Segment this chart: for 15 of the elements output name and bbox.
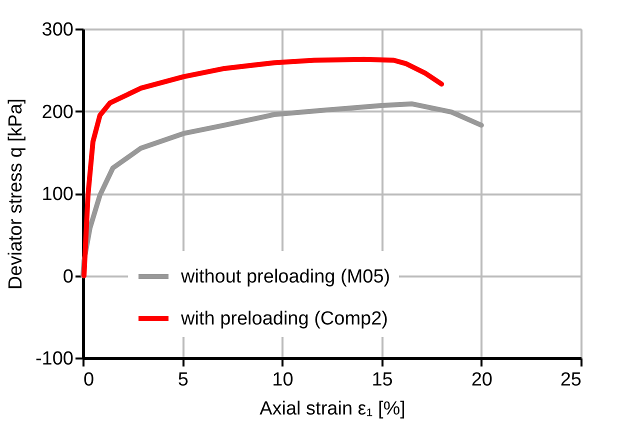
y-tick-label: 100 <box>42 184 74 205</box>
x-tick-label: 0 <box>84 370 94 390</box>
x-tick-label: 25 <box>560 370 582 390</box>
x-tick-label: 10 <box>272 370 294 390</box>
y-axis-title: Deviator stress q [kPa] <box>5 98 26 290</box>
x-axis-title: Axial strain ε₁ [%] <box>260 398 406 420</box>
legend-label: with preloading (Comp2) <box>180 308 388 330</box>
y-tick-label: 300 <box>42 20 74 40</box>
x-tick-label: 20 <box>471 370 492 390</box>
y-tick-label: -100 <box>35 348 74 370</box>
x-tick-label: 15 <box>372 370 393 390</box>
y-tick-label: 0 <box>62 266 74 288</box>
x-tick-label: 5 <box>178 370 188 390</box>
legend-label: without preloading (M05) <box>180 266 390 288</box>
y-tick-label: 200 <box>42 102 74 123</box>
